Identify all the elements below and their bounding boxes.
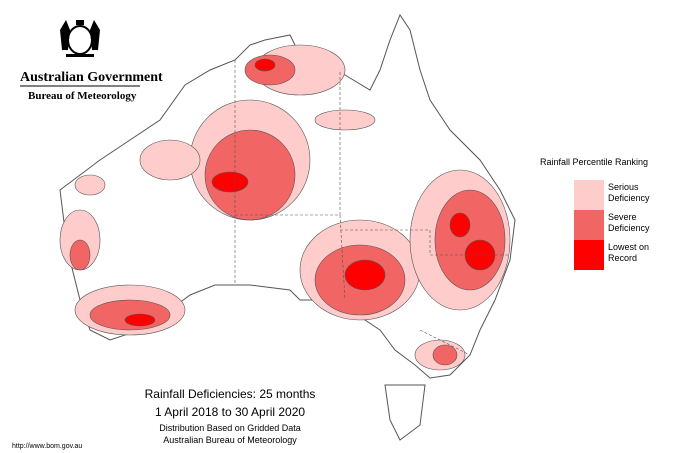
legend-label: Serious Deficiency bbox=[608, 182, 650, 203]
legend-label: Severe Deficiency bbox=[608, 212, 650, 233]
legend-swatch bbox=[574, 240, 604, 270]
url: http://www.bom.gov.au bbox=[12, 443, 83, 450]
legend-title: Rainfall Percentile Ranking bbox=[540, 157, 649, 167]
australia-map bbox=[59, 13, 516, 441]
caption-note: Distribution Based on Gridded Data bbox=[159, 423, 301, 433]
caption-title: Rainfall Deficiencies: 25 months bbox=[144, 387, 316, 401]
caption-period: 1 April 2018 to 30 April 2020 bbox=[154, 405, 306, 419]
legend-label: Lowest on Record bbox=[608, 242, 650, 263]
gov-title: Australian Government bbox=[20, 70, 163, 85]
legend-item: Lowest on Record bbox=[574, 240, 674, 270]
caption-note: Australian Bureau of Meteorology bbox=[163, 435, 297, 445]
legend-swatch bbox=[574, 180, 604, 210]
bom-title: Bureau of Meteorology bbox=[28, 90, 137, 102]
state-borders bbox=[234, 60, 510, 356]
tasmania bbox=[384, 384, 426, 441]
legend-swatch bbox=[574, 210, 604, 240]
crest bbox=[60, 20, 100, 57]
legend-item: Serious Deficiency bbox=[574, 180, 674, 210]
legend-item: Severe Deficiency bbox=[574, 210, 674, 240]
